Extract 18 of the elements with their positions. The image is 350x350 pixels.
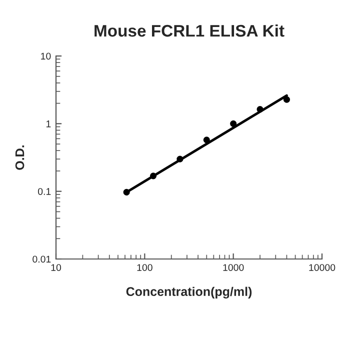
point [203, 136, 210, 144]
x-tick-label: 1000 [223, 264, 244, 271]
y-tick-label: 1 [46, 120, 51, 128]
point [283, 96, 290, 103]
point [256, 106, 264, 113]
point [176, 156, 184, 162]
y-tick-label: 0.01 [32, 256, 51, 263]
point [123, 188, 130, 196]
x-tick-label: 10000 [309, 264, 336, 271]
point [150, 172, 157, 180]
point [230, 120, 237, 127]
x-axis-title: Concentration(pg/ml) [126, 286, 252, 299]
y-axis-title: O.D. [15, 146, 24, 170]
x-tick-label: 100 [137, 264, 152, 271]
chart-title: Mouse FCRL1 ELISA Kit [94, 24, 284, 37]
y-tick-label: 10 [41, 52, 51, 60]
x-tick-label: 10 [51, 264, 62, 271]
y-tick-label: 0.1 [38, 188, 51, 195]
